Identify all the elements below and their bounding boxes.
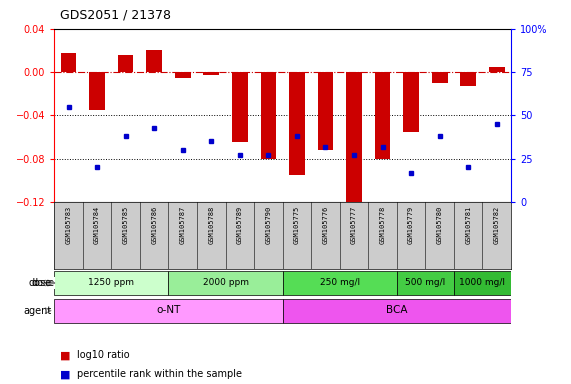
Bar — [403, 72, 419, 132]
Bar — [168, 271, 283, 295]
Text: 1000 mg/l: 1000 mg/l — [460, 278, 505, 287]
Text: BCA: BCA — [386, 305, 408, 315]
Bar — [289, 72, 305, 175]
Bar — [118, 55, 134, 72]
Bar — [54, 299, 283, 323]
Text: GSM105785: GSM105785 — [123, 205, 128, 243]
Text: GSM105776: GSM105776 — [323, 205, 328, 243]
Text: GSM105787: GSM105787 — [180, 205, 186, 243]
Text: GSM105789: GSM105789 — [237, 205, 243, 243]
Text: GSM105788: GSM105788 — [208, 205, 214, 243]
Bar — [175, 72, 191, 78]
Text: GSM105778: GSM105778 — [380, 205, 385, 243]
Bar — [489, 67, 505, 72]
Text: ■: ■ — [60, 369, 70, 379]
Text: 500 mg/l: 500 mg/l — [405, 278, 445, 287]
Text: GSM105779: GSM105779 — [408, 205, 414, 243]
Bar — [232, 72, 248, 142]
Bar — [203, 72, 219, 75]
Text: dose: dose — [29, 278, 51, 288]
Bar — [375, 72, 391, 159]
Text: GSM105781: GSM105781 — [465, 205, 471, 243]
Bar — [89, 72, 105, 110]
Text: agent: agent — [23, 306, 51, 316]
Bar — [61, 53, 77, 72]
Text: GSM105782: GSM105782 — [494, 205, 500, 243]
Text: 250 mg/l: 250 mg/l — [320, 278, 360, 287]
Text: dose: dose — [31, 278, 54, 288]
Text: o-NT: o-NT — [156, 305, 180, 315]
Text: GSM105777: GSM105777 — [351, 205, 357, 243]
Bar — [283, 299, 511, 323]
Text: percentile rank within the sample: percentile rank within the sample — [77, 369, 242, 379]
Bar — [454, 271, 511, 295]
Text: 2000 ppm: 2000 ppm — [203, 278, 248, 287]
Bar — [283, 271, 397, 295]
Bar — [397, 271, 454, 295]
Bar — [432, 72, 448, 83]
Bar — [54, 271, 168, 295]
Text: GSM105790: GSM105790 — [266, 205, 271, 243]
Bar — [317, 72, 333, 150]
Bar — [346, 72, 362, 207]
Bar — [146, 50, 162, 72]
Bar — [260, 72, 276, 159]
Text: GSM105780: GSM105780 — [437, 205, 443, 243]
Bar — [460, 72, 476, 86]
Text: GSM105784: GSM105784 — [94, 205, 100, 243]
Text: GSM105775: GSM105775 — [294, 205, 300, 243]
Text: ■: ■ — [60, 350, 70, 360]
Text: log10 ratio: log10 ratio — [77, 350, 130, 360]
Text: GDS2051 / 21378: GDS2051 / 21378 — [60, 8, 171, 21]
Text: GSM105783: GSM105783 — [66, 205, 71, 243]
Text: GSM105786: GSM105786 — [151, 205, 157, 243]
Text: 1250 ppm: 1250 ppm — [89, 278, 134, 287]
